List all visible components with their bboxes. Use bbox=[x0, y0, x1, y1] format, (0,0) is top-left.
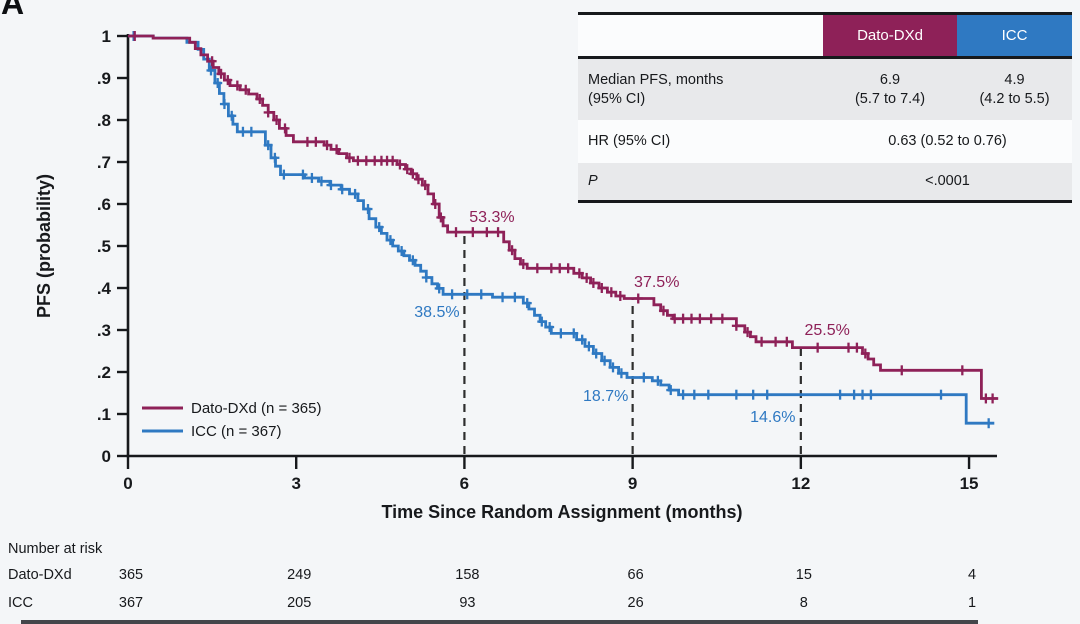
risk-count: 4 bbox=[968, 567, 977, 583]
landmark-label-14.6pct: 14.6% bbox=[750, 409, 795, 426]
y-tick-label: .3 bbox=[97, 321, 111, 340]
y-tick-label: .4 bbox=[97, 279, 112, 298]
x-tick-label: 0 bbox=[123, 474, 132, 493]
risk-count: 205 bbox=[287, 595, 312, 611]
y-tick-label: .8 bbox=[97, 111, 111, 130]
header-dato-dxd-cell: Dato-DXd bbox=[823, 15, 957, 56]
y-tick-label: .7 bbox=[97, 153, 111, 172]
risk-count: 26 bbox=[627, 595, 644, 611]
x-tick-label: 3 bbox=[291, 474, 300, 493]
y-tick-label: 1 bbox=[102, 27, 111, 46]
legend-label-icc: ICC (n = 367) bbox=[191, 423, 281, 440]
panel-letter: A bbox=[1, 0, 25, 21]
risk-count: 8 bbox=[799, 595, 808, 611]
p-label: P bbox=[588, 173, 598, 189]
y-tick-label: .2 bbox=[97, 363, 111, 382]
header-empty-cell bbox=[578, 15, 823, 56]
x-tick-label: 15 bbox=[960, 474, 979, 493]
risk-count: 367 bbox=[118, 595, 144, 611]
risk-count: 93 bbox=[459, 595, 476, 611]
median-pfs-label: Median PFS, months (95% CI) bbox=[588, 71, 724, 107]
risk-row-label-dato: Dato-DXd bbox=[8, 567, 72, 583]
y-axis-title: PFS (probability) bbox=[34, 174, 54, 318]
y-tick-label: .1 bbox=[97, 405, 111, 424]
y-tick-label: .9 bbox=[97, 69, 111, 88]
median-pfs-row: Median PFS, months (95% CI) 6.9 (5.7 to … bbox=[578, 59, 1072, 120]
y-tick-label: .5 bbox=[97, 237, 111, 256]
landmark-label-38.5pct: 38.5% bbox=[414, 304, 459, 321]
dato-dxd-curve bbox=[128, 34, 999, 400]
risk-count: 66 bbox=[627, 567, 644, 583]
risk-count: 1 bbox=[968, 595, 977, 611]
risk-count: 249 bbox=[287, 567, 312, 583]
p-value: <.0001 bbox=[925, 173, 970, 189]
hr-label: HR (95% CI) bbox=[588, 133, 671, 149]
risk-count: 365 bbox=[118, 567, 144, 583]
hr-value: 0.63 (0.52 to 0.76) bbox=[888, 133, 1007, 149]
y-tick-label: 0 bbox=[102, 447, 111, 466]
landmark-label-37.5pct: 37.5% bbox=[634, 274, 679, 291]
x-tick-label: 9 bbox=[628, 474, 637, 493]
risk-row-label-icc: ICC bbox=[8, 595, 33, 611]
summary-table-header-row: Dato-DXd ICC bbox=[578, 15, 1072, 59]
y-tick-label: .6 bbox=[97, 195, 111, 214]
legend-label-dato: Dato-DXd (n = 365) bbox=[191, 400, 321, 417]
median-pfs-dato-value: 6.9 (5.7 to 7.4) bbox=[854, 71, 926, 107]
hazard-ratio-row: HR (95% CI) 0.63 (0.52 to 0.76) bbox=[578, 120, 1072, 163]
landmark-label-53.3pct: 53.3% bbox=[469, 209, 514, 226]
number-at-risk-title: Number at risk bbox=[8, 541, 103, 557]
risk-count: 158 bbox=[455, 567, 480, 583]
p-value-row: P <.0001 bbox=[578, 163, 1072, 200]
risk-count: 15 bbox=[795, 567, 812, 583]
x-axis-title: Time Since Random Assignment (months) bbox=[381, 502, 742, 522]
cropped-next-panel-edge bbox=[21, 620, 978, 624]
header-icc-cell: ICC bbox=[957, 15, 1072, 56]
x-tick-label: 12 bbox=[791, 474, 810, 493]
landmark-label-18.7pct: 18.7% bbox=[583, 388, 628, 405]
summary-stats-table: Dato-DXd ICC Median PFS, months (95% CI)… bbox=[578, 12, 1072, 203]
median-pfs-icc-value: 4.9 (4.2 to 5.5) bbox=[979, 71, 1050, 107]
landmark-label-25.5pct: 25.5% bbox=[805, 322, 850, 339]
x-tick-label: 6 bbox=[460, 474, 469, 493]
